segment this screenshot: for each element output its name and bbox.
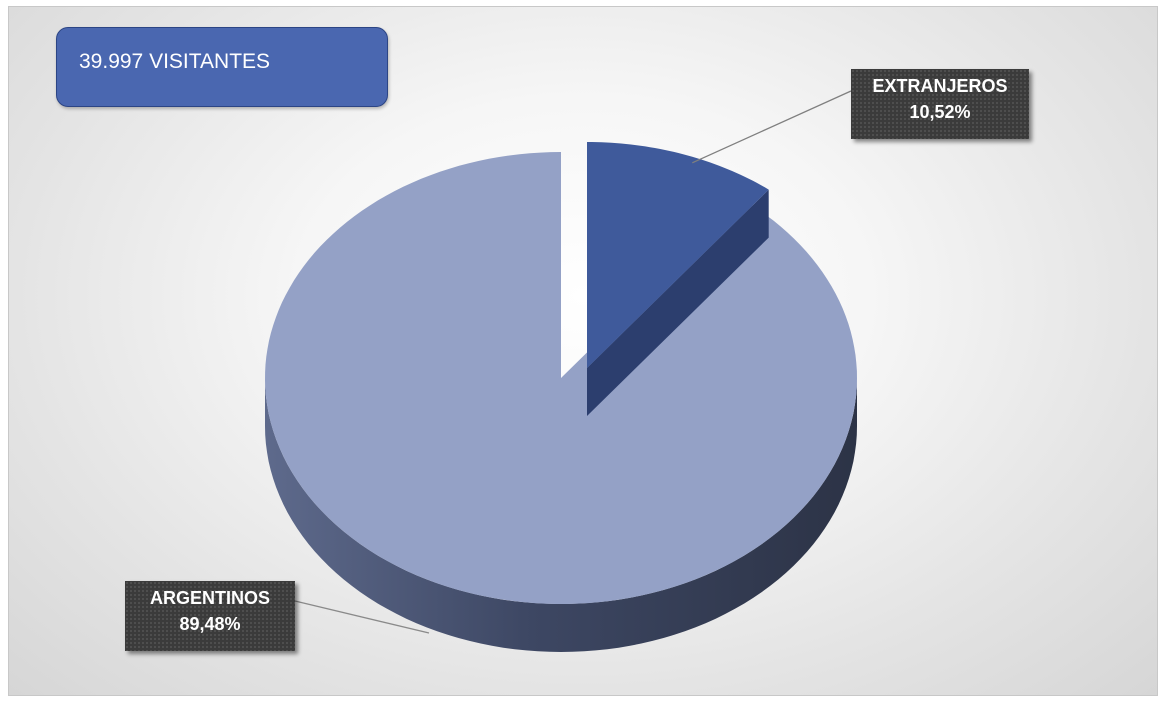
leader-line-extranjeros bbox=[692, 90, 852, 164]
slice-side-argentinos bbox=[265, 378, 857, 652]
chart-title: 39.997 VISITANTES bbox=[56, 27, 388, 107]
slice-extranjeros bbox=[587, 142, 769, 368]
leader-line-argentinos bbox=[294, 600, 430, 634]
slice-name-extranjeros: EXTRANJEROS bbox=[872, 76, 1008, 96]
data-label-argentinos: ARGENTINOS 89,48% bbox=[125, 581, 295, 651]
pie-chart bbox=[265, 90, 857, 652]
slice-value-argentinos: 89,48% bbox=[179, 614, 241, 634]
chart-frame: 39.997 VISITANTES EXTRANJEROS 10,52% ARG… bbox=[8, 6, 1158, 696]
slice-wall-extranjeros bbox=[587, 189, 769, 416]
data-label-extranjeros: EXTRANJEROS 10,52% bbox=[851, 69, 1029, 139]
slice-value-extranjeros: 10,52% bbox=[909, 102, 971, 122]
slice-name-argentinos: ARGENTINOS bbox=[149, 588, 270, 608]
